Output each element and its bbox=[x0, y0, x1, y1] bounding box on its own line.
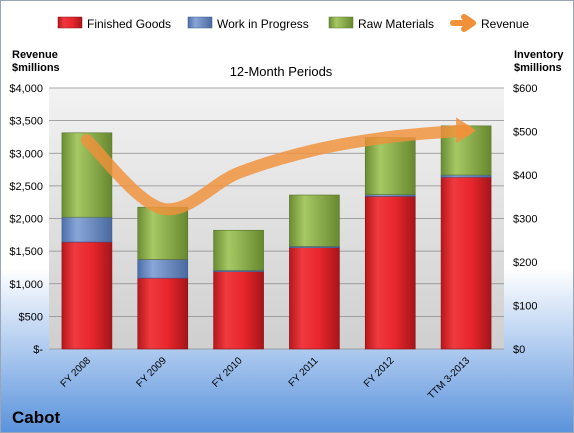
left-tick-label: $2,000 bbox=[9, 214, 43, 226]
right-tick-label: $100 bbox=[513, 301, 537, 313]
left-tick-label: $3,000 bbox=[9, 148, 43, 160]
legend-swatch-raw-materials bbox=[328, 16, 354, 29]
bar-finished-goods bbox=[213, 271, 264, 350]
legend-swatch-finished-goods bbox=[57, 16, 83, 29]
category-label: TTM 3-2013 bbox=[426, 355, 473, 402]
left-tick-label: $1,000 bbox=[9, 279, 43, 291]
bars bbox=[61, 125, 492, 350]
bar-work-in-progress bbox=[440, 174, 492, 178]
left-tick-label: $500 bbox=[19, 311, 43, 323]
left-axis-ticks: $- $500 $1,000 $1,500 $2,000 $2,500 $3,000 $3,5… bbox=[9, 83, 43, 356]
right-tick-label: $600 bbox=[513, 83, 537, 95]
revenue-arrowhead bbox=[456, 117, 477, 144]
company-name: Cabot bbox=[12, 408, 61, 427]
bar-finished-goods bbox=[61, 241, 113, 350]
bar-work-in-progress bbox=[137, 259, 189, 279]
category-label: FY 2010 bbox=[210, 355, 245, 390]
bar-finished-goods bbox=[137, 277, 189, 350]
legend-label-raw-materials: Raw Materials bbox=[358, 17, 434, 31]
left-axis-title-line2: $millions bbox=[12, 62, 60, 74]
right-tick-label: $300 bbox=[513, 214, 537, 226]
right-axis-ticks: $0 $100 $200 $300 $400 $500 $600 bbox=[513, 83, 537, 356]
legend-label-revenue: Revenue bbox=[481, 17, 529, 31]
bar-raw-materials bbox=[289, 194, 340, 247]
gridlines bbox=[49, 87, 504, 350]
category-label: FY 2012 bbox=[362, 355, 397, 390]
revenue-line bbox=[80, 117, 477, 216]
left-tick-label: $4,000 bbox=[9, 83, 43, 95]
bar-raw-materials bbox=[137, 206, 189, 260]
category-labels: FY 2008 FY 2009 FY 2010 FY 2011 FY 2012 TTM 3… bbox=[59, 355, 473, 402]
legend-arrow-revenue bbox=[450, 14, 476, 32]
bar-finished-goods bbox=[289, 247, 340, 350]
category-label: FY 2008 bbox=[59, 355, 94, 390]
legend-label-work-in-progress: Work in Progress bbox=[217, 17, 309, 31]
legend-label-finished-goods: Finished Goods bbox=[87, 17, 171, 31]
right-tick-label: $200 bbox=[513, 257, 537, 269]
legend: Finished Goods Work in Progress Raw Mate… bbox=[57, 14, 529, 32]
bar-finished-goods bbox=[440, 176, 492, 350]
left-tick-label: $3,500 bbox=[9, 116, 43, 128]
left-tick-label: $- bbox=[33, 344, 43, 356]
right-tick-label: $0 bbox=[513, 344, 525, 356]
right-tick-label: $500 bbox=[513, 127, 537, 139]
bar-finished-goods bbox=[364, 196, 416, 350]
bar-work-in-progress bbox=[61, 216, 113, 243]
revenue-line-path bbox=[80, 124, 473, 216]
bar-raw-materials bbox=[364, 137, 416, 195]
right-tick-label: $400 bbox=[513, 170, 537, 182]
category-label: FY 2009 bbox=[134, 355, 169, 390]
legend-swatch-work-in-progress bbox=[187, 16, 213, 29]
plot-title: 12-Month Periods bbox=[230, 64, 333, 79]
bar-raw-materials bbox=[213, 229, 264, 271]
category-label: FY 2011 bbox=[287, 355, 321, 389]
right-axis-title-line1: Inventory bbox=[514, 49, 564, 61]
left-tick-label: $2,500 bbox=[9, 181, 43, 193]
left-axis-title-line1: Revenue bbox=[12, 49, 58, 61]
right-axis-title-line2: $millions bbox=[514, 62, 562, 74]
left-tick-label: $1,500 bbox=[9, 246, 43, 258]
